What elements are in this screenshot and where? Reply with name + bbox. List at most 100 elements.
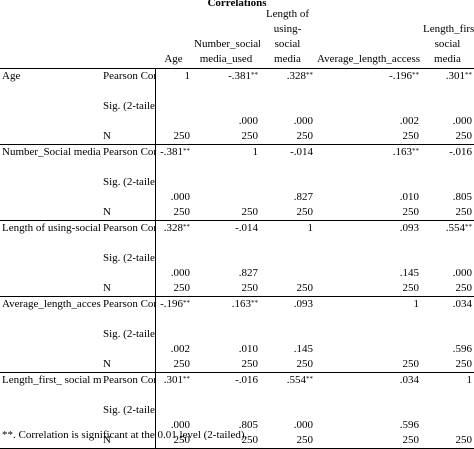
column-header: Length of using-social media <box>260 7 315 69</box>
cell-value: .554 <box>445 222 465 234</box>
table-cell: 250 <box>421 281 474 297</box>
row-statistic-label: Pearson Correlation <box>101 372 156 403</box>
corner-cell-stat <box>101 7 155 69</box>
table-cell: .000 <box>170 419 190 431</box>
cell-value: -.381 <box>160 146 183 158</box>
table-cell: -.014 <box>192 221 260 252</box>
table-cell: .145 <box>399 267 419 279</box>
row-statistic-label: Pearson Correlation <box>101 68 156 99</box>
table-cell: 250 <box>315 281 421 297</box>
significance-marker: ** <box>465 71 472 79</box>
table-cell: 250 <box>260 205 315 221</box>
table-cell <box>192 175 260 205</box>
cell-value: .554 <box>286 374 306 386</box>
table-cell: -.014 <box>260 145 315 176</box>
row-statistic-label: Sig. (2-tailed) <box>101 403 156 433</box>
cell-value: -.016 <box>235 374 258 386</box>
table-cell <box>315 327 421 357</box>
row-variable-label: Number_Social media_used <box>0 144 101 221</box>
cell-value: .301 <box>163 374 183 386</box>
table-cell: .145 <box>293 343 313 355</box>
significance-marker: ** <box>412 71 419 79</box>
table-cell: 250 <box>421 357 474 373</box>
table-cell: 250 <box>192 281 260 297</box>
cell-value: -.014 <box>290 146 313 158</box>
significance-marker: ** <box>306 375 313 383</box>
table-cell: .827 <box>238 267 258 279</box>
cell-value: -.014 <box>235 222 258 234</box>
table-cell: 250 <box>260 433 315 449</box>
table-cell: 250 <box>315 129 421 145</box>
table-cell: 250 <box>315 205 421 221</box>
table-cell: .328** <box>260 69 315 100</box>
table-row: Sig. (2-tailed) .000 .000 .002 .000 <box>0 99 474 129</box>
table-cell: -.381** <box>192 69 260 100</box>
table-row: N 250 250 250 250 250 <box>0 205 474 221</box>
corner-cell <box>0 7 101 69</box>
table-cell: .328** <box>155 221 192 252</box>
table-cell: 1 <box>315 297 421 328</box>
table-cell: .000 <box>238 115 258 127</box>
table-cell: .827 <box>293 191 313 203</box>
column-header: Average_length_access <box>315 7 421 69</box>
table-cell: .010 <box>399 191 419 203</box>
table-cell: .596 <box>399 419 419 431</box>
table-cell: 250 <box>315 357 421 373</box>
column-header: Age <box>155 7 192 69</box>
significance-marker: ** <box>251 71 258 79</box>
table-cell: .554** <box>260 373 315 404</box>
cell-value: .163 <box>392 146 412 158</box>
table-cell: .010 <box>238 343 258 355</box>
table-row: Sig. (2-tailed) .000 .827 .010 .805 <box>0 175 474 205</box>
footnote: **. Correlation is significant at the 0.… <box>2 429 248 441</box>
cell-value: .093 <box>293 298 313 310</box>
table-cell: .000 <box>170 267 190 279</box>
table-cell: 250 <box>260 129 315 145</box>
table-cell: .002 <box>170 343 190 355</box>
row-statistic-label: Pearson Correlation <box>101 144 156 175</box>
row-statistic-label: Sig. (2-tailed) <box>101 99 156 129</box>
column-header: Number_social media_used <box>192 7 260 69</box>
significance-marker: ** <box>183 299 190 307</box>
table-row: N 250 250 250 250 250 <box>0 281 474 297</box>
cell-value: 1 <box>466 374 473 386</box>
cell-value: .328 <box>163 222 183 234</box>
table-cell: .805 <box>452 191 472 203</box>
table-cell: 250 <box>192 205 260 221</box>
significance-marker: ** <box>412 147 419 155</box>
cell-value: .034 <box>452 298 472 310</box>
table-cell: .554** <box>421 221 474 252</box>
table-row: Sig. (2-tailed) .000 .827 .145 .000 <box>0 251 474 281</box>
table-cell: .000 <box>452 267 472 279</box>
table-title: Correlations <box>207 0 267 9</box>
significance-marker: ** <box>183 147 190 155</box>
cell-value: 1 <box>252 146 259 158</box>
table-cell: .034 <box>421 297 474 328</box>
table-cell: -.016 <box>421 145 474 176</box>
table-cell: .301** <box>421 69 474 100</box>
table-cell <box>155 99 192 129</box>
table-row: Sig. (2-tailed) .000 .805 .000 .596 <box>0 403 474 433</box>
table-cell: 250 <box>155 281 192 297</box>
table-row: Number_Social media_usedPearson Correlat… <box>0 144 474 221</box>
table-cell: 250 <box>260 281 315 297</box>
table-cell: .093 <box>260 297 315 328</box>
table-cell: .002 <box>399 115 419 127</box>
row-variable-label: Average_length_access <box>0 296 101 373</box>
table-cell: 250 <box>260 357 315 373</box>
table-cell: -.196** <box>155 297 192 328</box>
table-cell: .093 <box>315 221 421 252</box>
table-cell: -.016 <box>192 373 260 404</box>
table-cell: .163** <box>192 297 260 328</box>
table-cell: -.381** <box>155 145 192 176</box>
table-cell: 1 <box>192 145 260 176</box>
table-cell: .000 <box>293 419 313 431</box>
column-header: Length_first_ social media <box>421 7 474 69</box>
table-cell: .301** <box>155 373 192 404</box>
